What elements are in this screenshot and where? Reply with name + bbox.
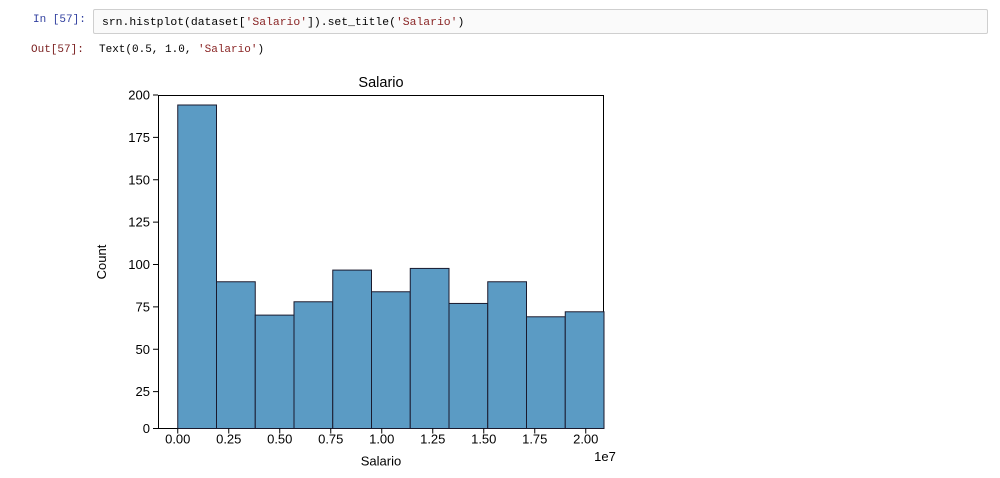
svg-text:2.00: 2.00 [573,432,598,447]
svg-text:1.50: 1.50 [471,432,496,447]
svg-text:175: 175 [128,130,150,145]
svg-text:100: 100 [128,257,150,272]
svg-text:1.25: 1.25 [420,432,445,447]
svg-text:Salario: Salario [358,75,403,91]
svg-text:0.25: 0.25 [216,432,241,447]
svg-text:Salario: Salario [361,454,401,469]
svg-text:150: 150 [128,172,150,187]
svg-text:0.50: 0.50 [267,432,292,447]
svg-text:200: 200 [128,88,150,103]
svg-text:Count: Count [94,244,109,279]
svg-text:0.00: 0.00 [165,432,190,447]
svg-text:1e7: 1e7 [594,449,616,464]
svg-text:25: 25 [136,384,150,399]
svg-text:1.75: 1.75 [522,432,547,447]
svg-text:0: 0 [143,421,150,436]
svg-text:0.75: 0.75 [318,432,343,447]
svg-text:50: 50 [136,342,150,357]
svg-text:1.00: 1.00 [369,432,394,447]
svg-text:75: 75 [136,299,150,314]
svg-text:125: 125 [128,215,150,230]
